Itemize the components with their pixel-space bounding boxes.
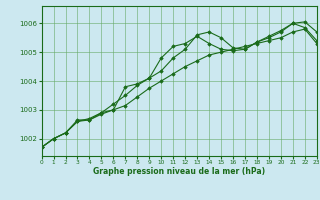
X-axis label: Graphe pression niveau de la mer (hPa): Graphe pression niveau de la mer (hPa) <box>93 167 265 176</box>
